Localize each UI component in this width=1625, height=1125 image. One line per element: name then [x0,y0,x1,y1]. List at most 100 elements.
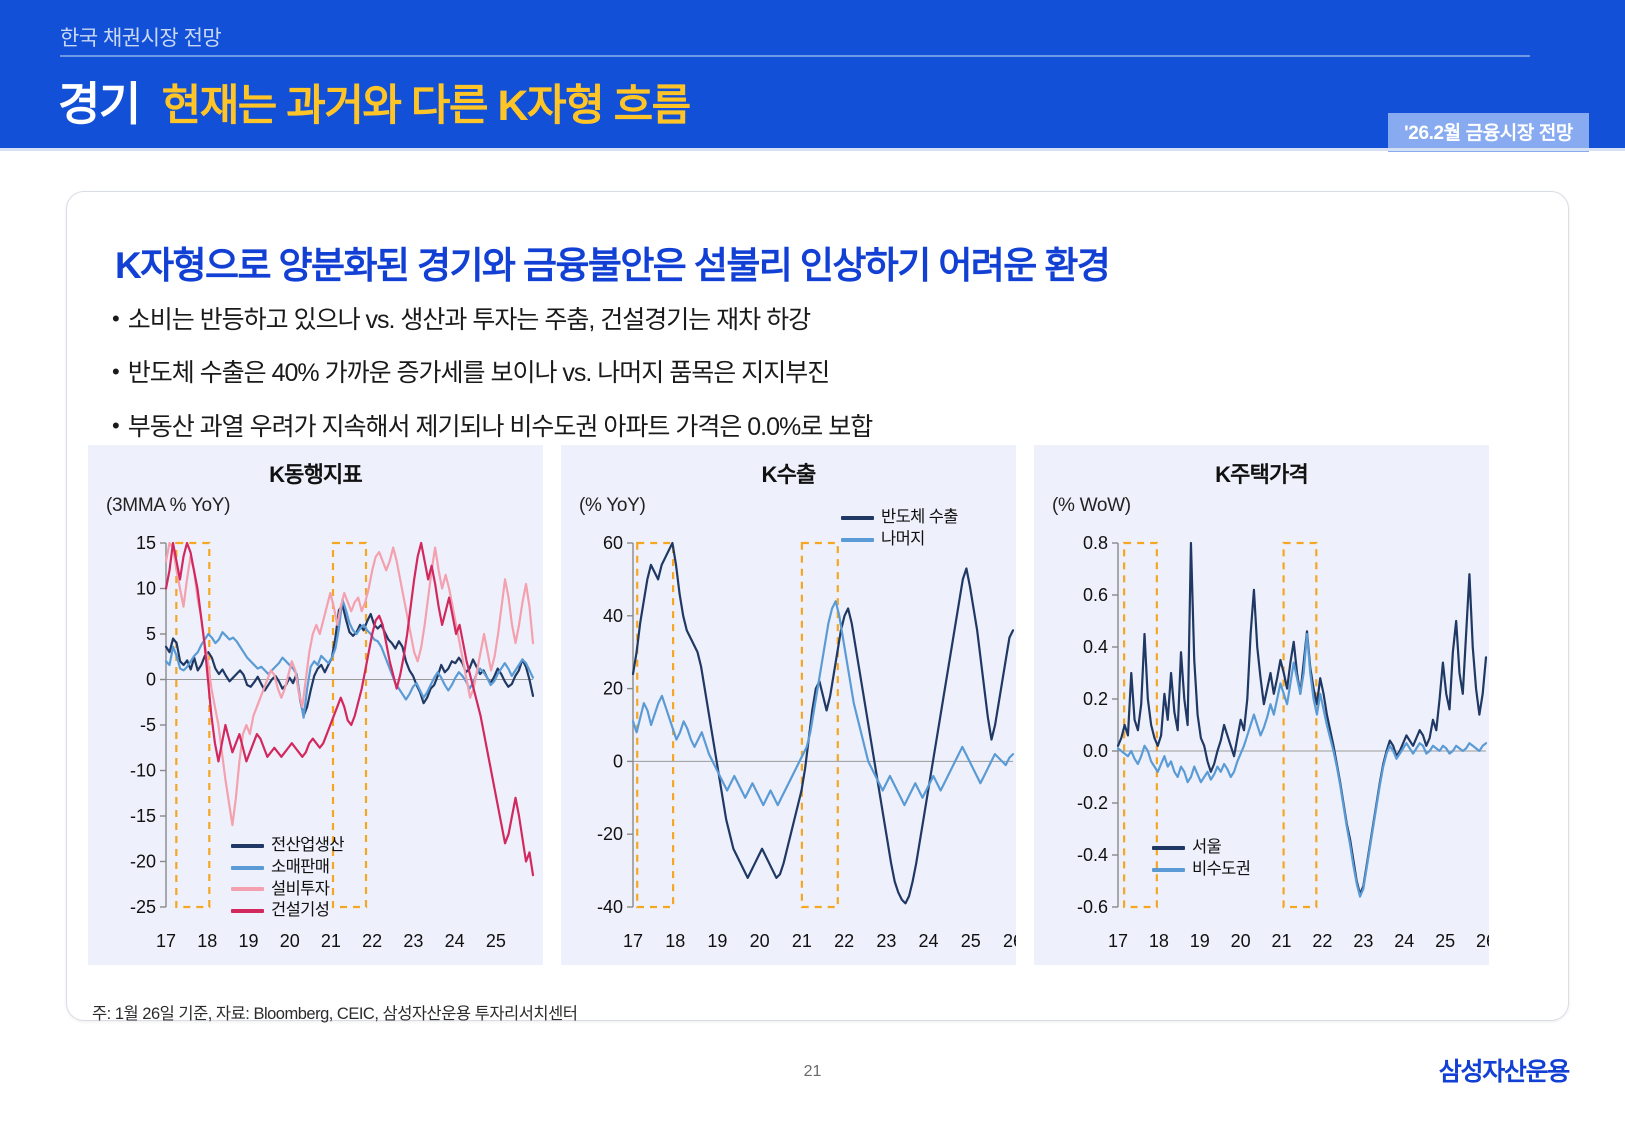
svg-text:19: 19 [238,931,258,951]
svg-text:23: 23 [1353,931,1373,951]
svg-text:15: 15 [136,533,156,553]
legend-label: 반도체 수출 [881,508,958,526]
bullet-text: 반도체 수출은 40% 가까운 증가세를 보이나 vs. 나머지 품목은 지지부… [127,359,830,388]
svg-text:20: 20 [1231,931,1251,951]
svg-text:20: 20 [603,679,623,699]
chart-unit-label: (% YoY) [579,495,646,516]
svg-text:18: 18 [1149,931,1169,951]
chart-title: K주택가격 [1215,462,1309,487]
legend-item: 나머지 [841,529,958,551]
svg-text:0.2: 0.2 [1083,689,1108,709]
charts-row: K동행지표 (3MMA % YoY) 15 10 5 0 -5 -10 -15 -20 -25 1… [88,445,1489,965]
svg-text:24: 24 [1394,931,1414,951]
legend-label: 나머지 [881,529,925,548]
legend-label: 서울 [1192,838,1222,856]
legend-label: 건설기성 [271,901,330,920]
legend-label: 전산업생산 [271,836,345,854]
svg-text:10: 10 [136,579,156,599]
source-note: 주: 1월 26일 기준, 자료: Bloomberg, CEIC, 삼성자산운… [92,1005,578,1023]
svg-text:-25: -25 [130,897,156,917]
svg-text:20: 20 [750,931,770,951]
chart-legend: 전산업생산 소매판매 설비투자 건설기성 [231,835,345,922]
svg-text:19: 19 [707,931,727,951]
svg-text:17: 17 [156,931,176,951]
legend-swatch-icon [231,843,264,848]
svg-text:0.4: 0.4 [1083,637,1108,657]
brand-logo: 삼성자산운용 [1438,1058,1571,1086]
svg-text:-0.6: -0.6 [1077,897,1108,917]
svg-text:0: 0 [613,751,623,771]
svg-text:-10: -10 [130,761,156,781]
list-item: • 부동산 과열 우려가 지속해서 제기되나 비수도권 아파트 가격은 0.0%… [112,412,1432,443]
svg-text:-0.4: -0.4 [1077,845,1108,865]
bullet-dot-icon: • [112,306,120,331]
svg-text:-40: -40 [597,897,623,917]
svg-text:26: 26 [1003,931,1016,951]
legend-item: 서울 [1152,837,1250,859]
svg-text:22: 22 [362,931,382,951]
svg-text:25: 25 [961,931,981,951]
chart-title: K동행지표 [269,462,363,487]
header-band: 한국 채권시장 전망 경기 현재는 과거와 다른 K자형 흐름 [0,0,1625,148]
svg-text:24: 24 [445,931,465,951]
legend-item: 전산업생산 [231,835,345,857]
svg-text:-15: -15 [130,806,156,826]
header-divider [60,55,1530,57]
svg-text:17: 17 [1108,931,1128,951]
list-item: • 소비는 반등하고 있으나 vs. 생산과 투자는 주춤, 건설경기는 재차 … [112,305,1432,336]
svg-text:-20: -20 [130,852,156,872]
svg-text:23: 23 [876,931,896,951]
legend-item: 설비투자 [231,879,344,901]
svg-text:22: 22 [834,931,854,951]
svg-text:0.8: 0.8 [1083,533,1108,553]
legend-swatch-icon [841,537,874,542]
svg-text:21: 21 [321,931,341,951]
issue-badge: '26.2월 금융시장 전망 [1388,113,1589,152]
svg-text:21: 21 [1272,931,1292,951]
page-title-sub: 현재는 과거와 다른 K자형 흐름 [161,82,692,130]
svg-text:0.6: 0.6 [1083,585,1108,605]
bullet-dot-icon: • [112,412,120,438]
svg-text:23: 23 [403,931,423,951]
legend-swatch-icon [1152,867,1185,872]
header-underline [0,148,1625,151]
section-headline: K자형으로 양분화된 경기와 금융불안은 섣불리 인상하기 어려운 환경 [115,245,1111,286]
chart-title: K수출 [761,462,817,487]
svg-text:25: 25 [486,931,506,951]
svg-text:21: 21 [792,931,812,951]
legend-item: 반도체 수출 [841,507,958,529]
bullet-list: • 소비는 반등하고 있으나 vs. 생산과 투자는 주춤, 건설경기는 재차 … [112,305,1432,465]
chart-k-exports: K수출 (% YoY) 60 40 20 0 -20 -40 17 18 19 20 21 22 23 2… [561,445,1016,965]
legend-swatch-icon [231,909,264,914]
svg-text:18: 18 [197,931,217,951]
list-item: • 반도체 수출은 40% 가까운 증가세를 보이나 vs. 나머지 품목은 지… [112,358,1432,389]
legend-swatch-icon [231,865,264,870]
bullet-dot-icon: • [112,359,120,385]
svg-text:60: 60 [603,533,623,553]
chart-unit-label: (3MMA % YoY) [106,495,231,516]
legend-label: 설비투자 [271,879,330,898]
svg-text:20: 20 [280,931,300,951]
svg-text:-5: -5 [140,715,156,735]
header-kicker: 한국 채권시장 전망 [60,27,222,50]
svg-text:-20: -20 [597,824,623,844]
bullet-text: 부동산 과열 우려가 지속해서 제기되나 비수도권 아파트 가격은 0.0%로 … [127,412,873,441]
svg-text:17: 17 [623,931,643,951]
legend-item: 비수도권 [1152,859,1251,881]
header-title: 경기 현재는 과거와 다른 K자형 흐름 [58,68,692,134]
page-number: 21 [803,1063,822,1080]
chart-k-housing: K주택가격 (% WoW) 0.8 0.6 0.4 0.2 0.0 -0.2 -0.4 -0.… [1034,445,1489,965]
bullet-text: 소비는 반등하고 있으나 vs. 생산과 투자는 주춤, 건설경기는 재차 하강 [127,306,811,334]
svg-text:25: 25 [1435,931,1455,951]
svg-text:-0.2: -0.2 [1077,793,1108,813]
chart-plot-area: 0.8 0.6 0.4 0.2 0.0 -0.2 -0.4 -0.617 18 19 20 21 22 2… [1077,533,1489,951]
legend-label: 비수도권 [1192,859,1251,878]
page-title-main: 경기 [58,78,141,130]
svg-text:26: 26 [1476,931,1489,951]
chart-unit-label: (% WoW) [1052,495,1131,516]
chart-k-coincident: K동행지표 (3MMA % YoY) 15 10 5 0 -5 -10 -15 -20 -25 1… [88,445,543,965]
